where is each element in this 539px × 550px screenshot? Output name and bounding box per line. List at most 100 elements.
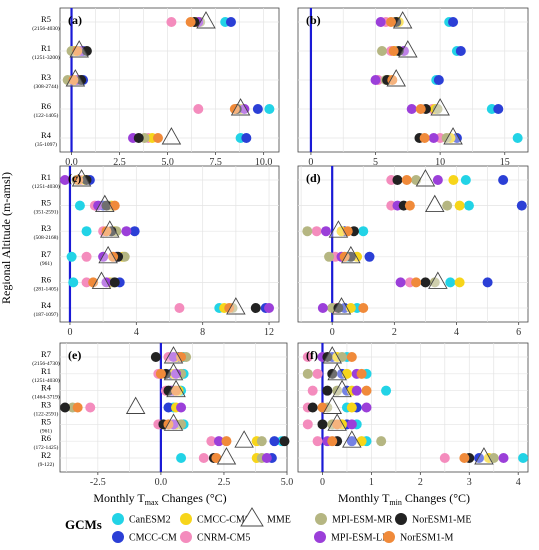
point-MPI-ESM-MR <box>429 277 440 288</box>
legend-dot-icon <box>383 531 395 543</box>
point-MPI-ESM-LR <box>213 436 224 447</box>
region-range-label: (35-1097) <box>35 141 57 148</box>
row-R1 <box>66 40 92 58</box>
point-MPI-ESM-LR <box>121 226 132 237</box>
row-R5 <box>302 413 362 431</box>
point-MPI-ESM-LR <box>406 104 417 114</box>
point-MPI-ESM-LR <box>317 303 328 313</box>
legend-label: MPI-ESM-LR <box>331 533 389 544</box>
point-NorESM1-M <box>152 133 163 143</box>
row-R6 <box>206 430 290 448</box>
region-label: R4 <box>41 130 52 140</box>
x-tick-label: 4 <box>454 327 459 338</box>
row-R4 <box>160 379 187 398</box>
point-MME <box>95 194 115 213</box>
point-CNRM-CM5 <box>198 453 209 463</box>
legend-dot-icon <box>112 513 124 525</box>
point-CanESM2 <box>68 277 79 288</box>
point-CNRM-CM5 <box>302 419 313 430</box>
row-R3 <box>370 69 444 87</box>
legend-item-CNRM-CM5: CNRM-CM5 <box>180 531 250 544</box>
point-MPI-ESM-MR <box>256 436 267 447</box>
point-MPI-ESM-LR <box>168 352 179 362</box>
row-R6 <box>312 430 387 448</box>
x-tick-label: 10.0 <box>255 157 273 168</box>
point-MPI-ESM-LR <box>346 419 357 430</box>
point-NorESM1-ME <box>322 385 333 396</box>
point-MME <box>331 297 352 315</box>
legend-label: CNRM-CM5 <box>197 533 250 544</box>
region-range-label: (2156-4030) <box>32 25 60 32</box>
x-tick-label: 2 <box>418 477 423 488</box>
x-tick-label: 0 <box>330 327 335 338</box>
point-MME <box>322 346 343 364</box>
point-NorESM1-ME <box>109 277 120 288</box>
point-CMCC-CM <box>448 17 459 27</box>
panel-frame <box>297 165 529 323</box>
point-NorESM1-M <box>401 175 412 185</box>
point-CMCC-CM <box>455 46 466 56</box>
row-R5 <box>375 11 459 29</box>
point-MME <box>230 98 251 116</box>
point-MPI-ESM-MR <box>324 251 335 262</box>
region-range-label: (1464-3719) <box>32 394 60 401</box>
point-NorESM1-M <box>387 75 398 85</box>
point-NorESM1-M <box>361 385 372 396</box>
point-MME <box>163 362 184 381</box>
point-CNRM-CM5 <box>81 251 92 262</box>
x-tick-label: 3 <box>467 477 472 488</box>
panel-b: (b) 0 5 10 15 <box>297 7 529 168</box>
x-axis-label-tmin: Monthly Tmin Changes (°C) <box>338 491 470 507</box>
x-axis-label-tmax: Monthly Tmax Changes (°C) <box>93 491 226 507</box>
row-R2 <box>439 447 529 465</box>
legend-label: NorESM1-M <box>400 533 453 544</box>
x-tick-label: 8 <box>200 327 205 338</box>
x-tick-label: 2 <box>392 327 397 338</box>
point-NorESM1-M <box>386 17 397 27</box>
point-CMCC-CM <box>163 402 174 413</box>
point-NorESM1-ME <box>307 402 318 413</box>
legend-item-CMCC-CM: CMCC-CM <box>112 531 177 544</box>
point-MME <box>322 396 343 414</box>
legend-item-MPI-ESM-MR: MPI-ESM-MR <box>315 513 393 526</box>
point-MME <box>100 220 120 238</box>
legend-item-NorESM1-ME: NorESM1-ME <box>395 513 471 526</box>
x-tick-label: 2.5 <box>218 477 231 488</box>
point-MPI-ESM-LR <box>264 303 275 313</box>
point-CNRM-CM5 <box>166 17 177 27</box>
legend-title: GCMs <box>65 517 102 532</box>
panel-label: (e) <box>68 348 81 362</box>
point-MME <box>65 69 86 87</box>
row-R3 <box>302 220 369 238</box>
point-MME <box>98 245 118 264</box>
point-NorESM1-ME <box>81 46 92 56</box>
point-CNRM-CM5 <box>206 436 217 447</box>
x-tick-label: 0.0 <box>155 477 168 488</box>
point-CMCC-CM <box>498 175 509 185</box>
point-MPI-ESM-LR <box>351 385 362 396</box>
point-MPI-ESM-LR <box>498 453 509 463</box>
point-CanESM2 <box>81 226 92 237</box>
point-MME <box>332 379 352 398</box>
region-range-label: (9-122) <box>38 461 55 468</box>
point-MME <box>443 127 463 145</box>
point-NorESM1-M <box>101 226 112 237</box>
row-R1 <box>59 169 95 187</box>
region-label: R1 <box>41 366 51 376</box>
x-tick-label: 10 <box>435 157 445 168</box>
region-label: R6 <box>41 101 51 111</box>
region-range-label: (1251-4030) <box>32 183 60 190</box>
row-R1 <box>153 362 189 381</box>
x-tick-label: -2.5 <box>90 477 106 488</box>
point-CanESM2 <box>381 385 392 396</box>
point-NorESM1-M <box>346 352 357 362</box>
row-R4 <box>414 127 523 145</box>
region-range-label: (122-2591) <box>34 411 59 418</box>
row-R1 <box>376 40 466 58</box>
point-NorESM1-ME <box>250 303 261 313</box>
x-tick-label: 5.0 <box>161 157 174 168</box>
legend-label: CMCC-CMS <box>197 515 250 526</box>
point-CMCC-CM <box>241 133 252 143</box>
point-CMCC-CM <box>269 436 280 447</box>
region-label: R4 <box>41 383 52 393</box>
